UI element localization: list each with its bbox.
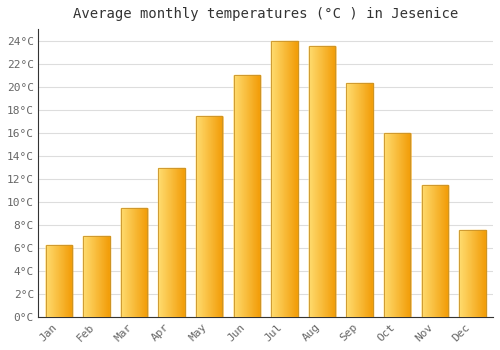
Bar: [384, 133, 410, 317]
Bar: [422, 185, 448, 317]
Bar: [158, 168, 184, 317]
Bar: [459, 230, 485, 317]
Bar: [234, 75, 260, 317]
Bar: [196, 116, 222, 317]
Title: Average monthly temperatures (°C ) in Jesenice: Average monthly temperatures (°C ) in Je…: [73, 7, 458, 21]
Bar: [46, 245, 72, 317]
Bar: [271, 41, 297, 317]
Bar: [309, 46, 335, 317]
Bar: [121, 208, 147, 317]
Bar: [83, 236, 110, 317]
Bar: [346, 83, 372, 317]
